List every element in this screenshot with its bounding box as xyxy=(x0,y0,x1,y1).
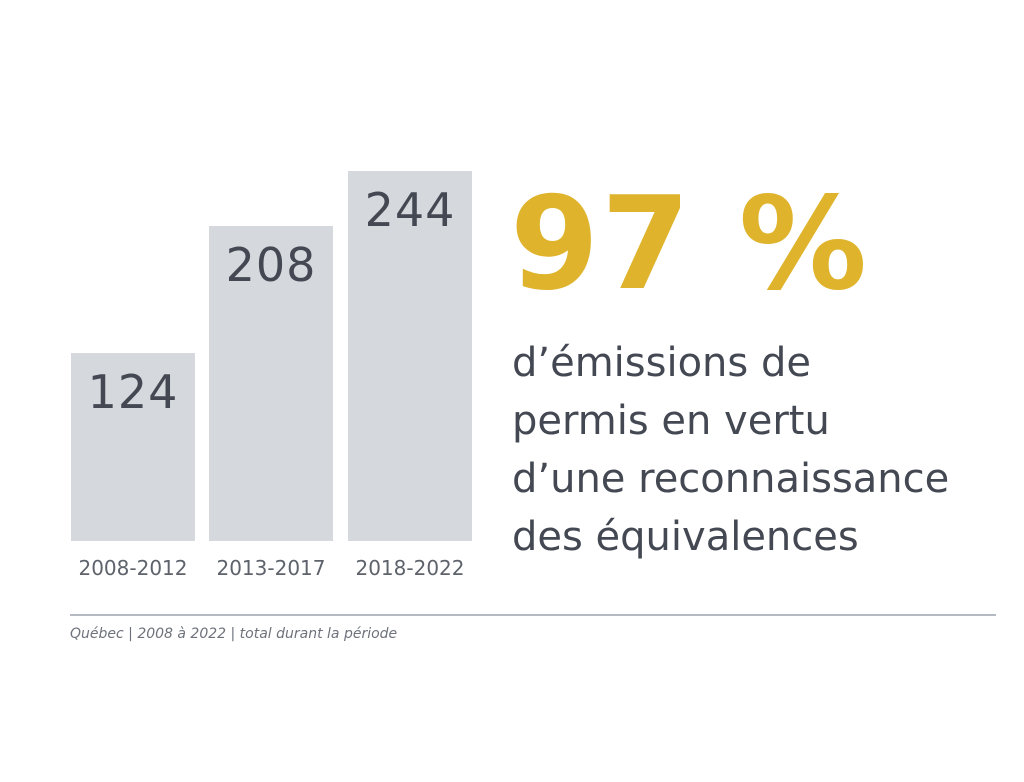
footnote: Québec | 2008 à 2022 | total durant la p… xyxy=(70,626,398,642)
bar xyxy=(209,225,333,541)
description-line: des équivalences xyxy=(512,514,859,560)
bar-value-label: 244 xyxy=(364,183,456,237)
category-label: 2018-2022 xyxy=(355,556,465,580)
bar-value-label: 208 xyxy=(225,237,317,292)
category-label: 2013-2017 xyxy=(216,556,326,580)
bar xyxy=(348,171,472,541)
description-line: d’une reconnaissance xyxy=(512,456,950,502)
headline-percentage: 97 % xyxy=(510,170,869,319)
bar-value-label: 124 xyxy=(87,364,179,419)
headline-description: d’émissions de permis en vertu d’une rec… xyxy=(512,334,949,566)
description-line: permis en vertu xyxy=(512,398,830,444)
bar xyxy=(71,352,195,541)
description-line: d’émissions de xyxy=(512,340,811,386)
divider xyxy=(70,614,996,616)
category-label: 2008-2012 xyxy=(78,556,188,580)
